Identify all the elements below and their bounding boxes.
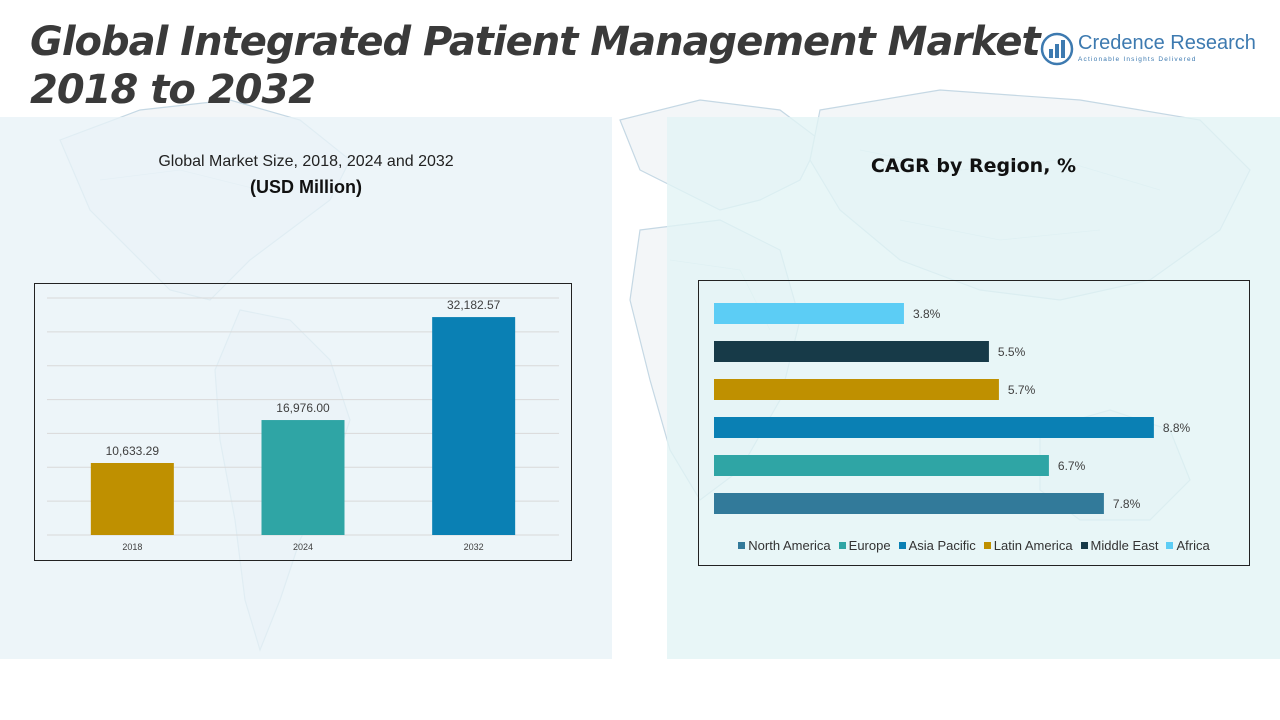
logo-tagline: Actionable Insights Delivered (1078, 56, 1197, 63)
legend-label: Africa (1176, 538, 1210, 553)
legend-item: Africa (1166, 538, 1210, 553)
legend-item: Latin America (983, 538, 1073, 553)
bar-chart-unit: (USD Million) (250, 177, 362, 197)
legend-label: Europe (848, 538, 891, 553)
logo-mark-icon (1040, 32, 1074, 66)
legend-swatch (738, 542, 746, 549)
hbar-latin-america (714, 379, 999, 400)
hbar-middle-east (714, 341, 989, 362)
page-title: Global Integrated Patient Management Mar… (30, 18, 1041, 114)
hbar-asia-pacific (714, 417, 1154, 438)
title-line-2: 2018 to 2032 (30, 67, 316, 113)
hbar-value-label: 7.8% (1113, 497, 1141, 511)
hbar-africa (714, 303, 904, 324)
cagr-bar-svg: 3.8% 5.5% 5.7% 8.8% 6.7% 7.8% (714, 303, 1191, 514)
logo-name: Credence Research (1078, 32, 1256, 54)
legend-label: Latin America (993, 538, 1073, 553)
legend-label: Asia Pacific (908, 538, 976, 553)
bar-value-label: 16,976.00 (276, 401, 330, 415)
market-size-bar-chart: 10,633.29 2018 16,976.00 2024 32,182.57 2032 (34, 283, 572, 561)
credence-research-logo: Credence Research Actionable Insights De… (1040, 30, 1260, 70)
hbar-north-america (714, 493, 1104, 514)
legend-swatch (983, 542, 991, 549)
legend-swatch (898, 542, 906, 549)
legend-swatch (1080, 542, 1088, 549)
bar-value-label: 32,182.57 (447, 298, 501, 312)
hbar-value-label: 3.8% (913, 307, 941, 321)
legend-swatch (838, 542, 846, 549)
bar-2018 (90, 462, 174, 535)
hbar-value-label: 8.8% (1163, 421, 1191, 435)
legend-item: Asia Pacific (898, 538, 976, 553)
title-line-1: Global Integrated Patient Management Mar… (30, 19, 1041, 65)
legend-label: Middle East (1090, 538, 1159, 553)
market-size-bar-svg: 10,633.29 2018 16,976.00 2024 32,182.57 2032 (47, 297, 559, 552)
legend-swatch (1166, 542, 1174, 549)
hbar-value-label: 5.5% (998, 345, 1026, 359)
hbar-value-label: 6.7% (1058, 459, 1086, 473)
cagr-legend: North America Europe Asia Pacific Latin Ame… (699, 538, 1249, 553)
bar-2024 (261, 420, 345, 535)
cagr-bar-chart: 3.8% 5.5% 5.7% 8.8% 6.7% 7.8% North America Eu… (698, 280, 1250, 566)
hbar-value-label: 5.7% (1008, 383, 1036, 397)
bar-2032 (432, 317, 516, 535)
x-tick-label: 2018 (122, 542, 142, 552)
bar-value-label: 10,633.29 (106, 444, 160, 458)
cagr-chart-title: CAGR by Region, % (870, 155, 1077, 177)
bar-chart-subtitle: Global Market Size, 2018, 2024 and 2032 (158, 153, 454, 170)
legend-item: North America (738, 538, 831, 553)
legend-label: North America (748, 538, 831, 553)
x-tick-label: 2032 (464, 542, 484, 552)
x-tick-label: 2024 (293, 542, 313, 552)
hbar-europe (714, 455, 1049, 476)
legend-item: Europe (838, 538, 891, 553)
legend-item: Middle East (1080, 538, 1159, 553)
